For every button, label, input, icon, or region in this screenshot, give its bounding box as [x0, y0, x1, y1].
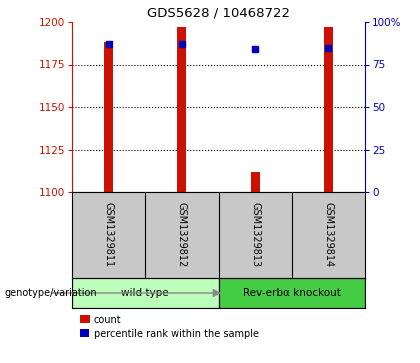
Text: GSM1329811: GSM1329811 — [104, 203, 114, 268]
Title: GDS5628 / 10468722: GDS5628 / 10468722 — [147, 7, 290, 20]
Bar — [104, 42, 113, 192]
Text: percentile rank within the sample: percentile rank within the sample — [94, 329, 259, 339]
Text: GSM1329812: GSM1329812 — [177, 203, 187, 268]
Bar — [72, 278, 218, 308]
Text: Rev-erbα knockout: Rev-erbα knockout — [243, 288, 341, 298]
Bar — [251, 172, 260, 192]
Text: genotype/variation: genotype/variation — [4, 288, 97, 298]
Text: GSM1329813: GSM1329813 — [250, 203, 260, 268]
Text: GSM1329814: GSM1329814 — [323, 203, 333, 268]
Text: count: count — [94, 315, 122, 325]
Bar — [324, 27, 333, 192]
Text: wild type: wild type — [121, 288, 169, 298]
Bar — [218, 278, 365, 308]
Bar — [178, 27, 186, 192]
